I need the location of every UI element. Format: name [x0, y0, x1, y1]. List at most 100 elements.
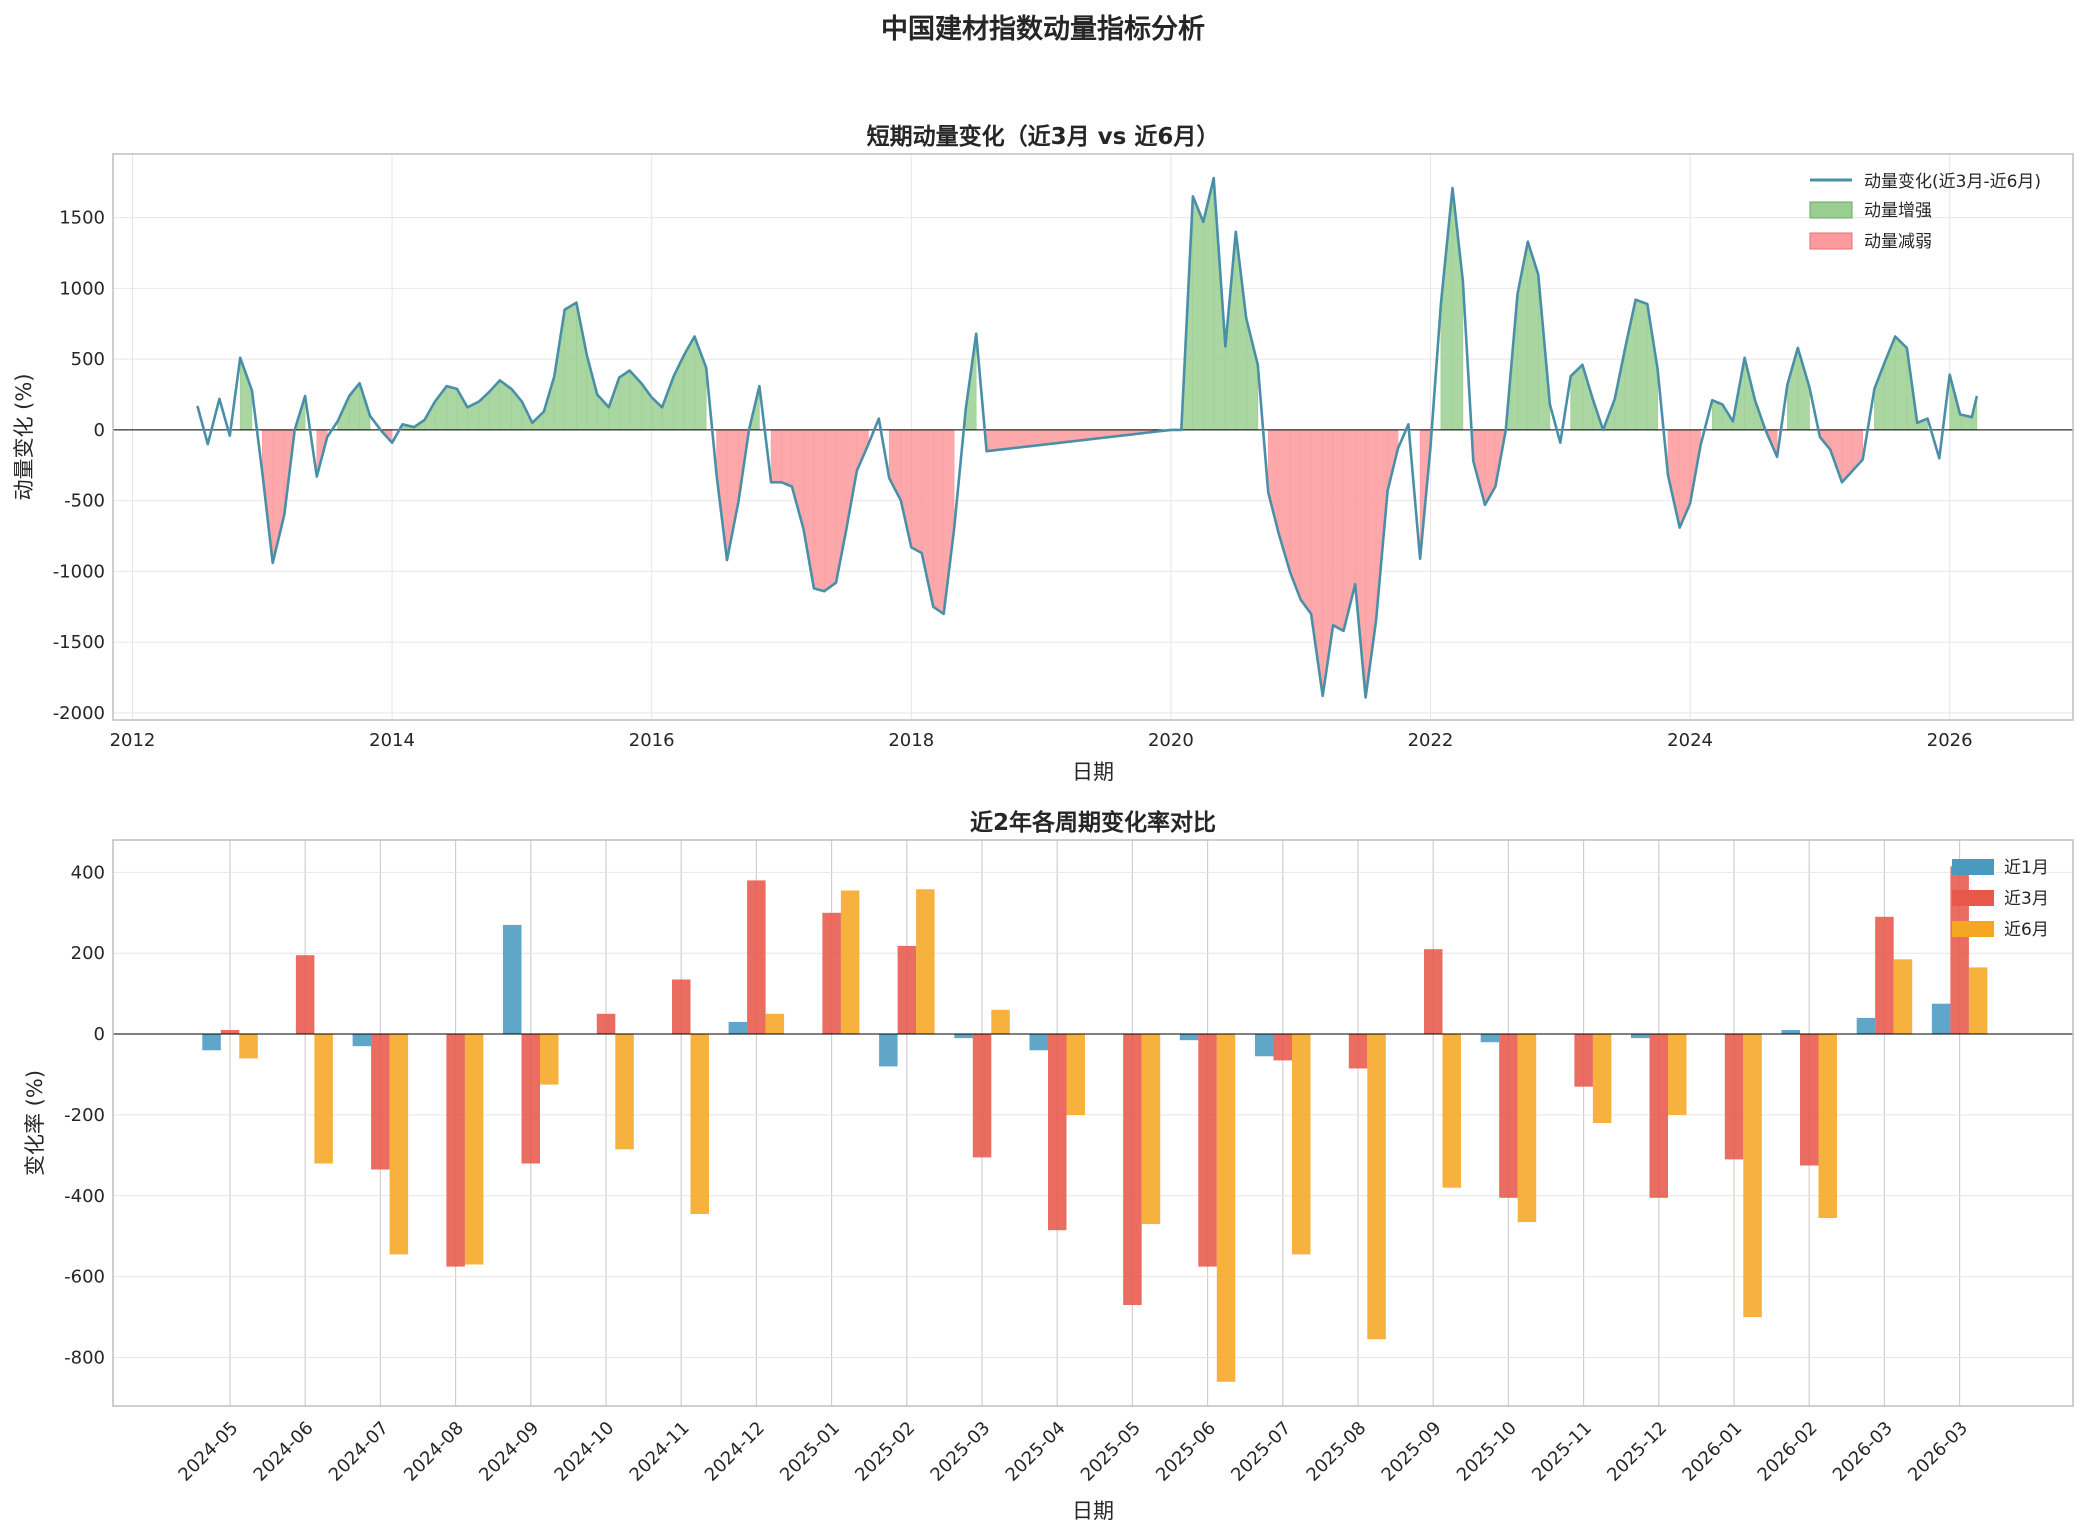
chart2-y-tick-label: -800: [64, 1347, 105, 1368]
bar-m3: [972, 1034, 992, 1158]
chart1-negative-fill: [262, 429, 1863, 698]
bar-m3: [1499, 1034, 1518, 1198]
chart2-x-tick-label: 2024-07: [325, 1418, 393, 1486]
chart2-x-tick-label: 2025-06: [1152, 1418, 1220, 1486]
period-change-bar-chart: 近2年各周期变化率对比 2024-05 2024-06 2024-07 2024-08…: [23, 809, 2074, 1523]
chart2-x-tick-label: 2024-12: [701, 1418, 769, 1486]
bar-m3: [371, 1034, 390, 1170]
chart1-positive-fill: [239, 178, 1978, 431]
bar-m1: [879, 1034, 898, 1067]
legend-pos-label: 动量增强: [1864, 201, 1932, 221]
legend-pos-swatch: [1809, 201, 1853, 219]
bar-m6: [1743, 1034, 1762, 1318]
bar-m1: [1255, 1034, 1274, 1057]
bar-m6: [1968, 967, 1988, 1035]
bar-m1: [1931, 1003, 1951, 1034]
bar-m1: [1781, 1030, 1800, 1034]
bar-m3: [1649, 1034, 1668, 1198]
bar-m3: [1123, 1034, 1142, 1305]
chart2-x-tick-label: 2024-09: [475, 1418, 543, 1486]
chart2-x-tick-label: 2025-08: [1302, 1418, 1370, 1486]
bar-m3: [295, 955, 315, 1034]
bar-m1: [728, 1021, 748, 1034]
legend-neg-swatch: [1809, 232, 1853, 250]
bar-m1: [1029, 1034, 1048, 1051]
bar-m3: [1048, 1034, 1067, 1231]
bar-m6: [1592, 1034, 1612, 1123]
bar-m3: [1724, 1034, 1744, 1160]
chart2-x-tick-label: 2026-02: [1754, 1418, 1822, 1486]
chart2-frame: [112, 839, 2074, 1407]
chart1-y-tick-label: -1500: [53, 632, 105, 653]
bar-m6: [840, 890, 860, 1034]
chart1-y-tick-label: -2000: [53, 703, 105, 724]
bar-m3: [1348, 1034, 1368, 1069]
figure-title: 中国建材指数动量指标分析: [881, 14, 1205, 45]
bar-m6: [991, 1009, 1010, 1035]
bar-m6: [1141, 1034, 1161, 1225]
chart1-y-tick-label: 1000: [59, 278, 105, 299]
bar-m3: [897, 945, 917, 1034]
bar-m6: [1442, 1034, 1461, 1188]
chart2-x-tick-label: 2025-05: [1077, 1418, 1145, 1486]
chart2-x-tick-label: 2025-10: [1453, 1418, 1521, 1486]
legend-m1-swatch: [1952, 859, 1994, 875]
chart2-x-tick-label: 2025-12: [1603, 1418, 1671, 1486]
bar-m1: [202, 1034, 221, 1051]
momentum-change-line: [196, 176, 1979, 699]
chart2-y-tick-label: 200: [71, 943, 105, 964]
chart1-y-label: 动量变化 (%): [12, 373, 36, 500]
chart2-x-tick-label: 2025-07: [1227, 1418, 1295, 1486]
bar-m6: [1216, 1034, 1236, 1382]
chart2-x-tick-label: 2026-03: [1829, 1418, 1897, 1486]
bar-m1: [1631, 1034, 1650, 1039]
momentum-line-chart: 短期动量变化（近3月 vs 近6月） 2012 2014 2016 2018 2020 2…: [12, 123, 2074, 784]
bar-m3: [1875, 916, 1894, 1034]
bar-m6: [1367, 1034, 1386, 1340]
bar-m6: [464, 1034, 484, 1265]
chart1-y-tick-label: 500: [71, 349, 105, 370]
chart2-x-ticks: 2024-05 2024-06 2024-07 2024-08 2024-09 2024-…: [174, 1418, 1972, 1486]
chart1-x-tick-label: 2022: [1408, 730, 1454, 751]
bar-m6: [239, 1034, 258, 1059]
chart1-x-tick-label: 2014: [369, 730, 415, 751]
bar-m6: [615, 1034, 634, 1150]
chart2-x-label: 日期: [1072, 1499, 1114, 1523]
chart2-x-tick-label: 2025-04: [1002, 1418, 1070, 1486]
bar-m6: [314, 1034, 333, 1164]
bar-m1: [352, 1034, 372, 1047]
chart2-y-tick-label: 0: [94, 1024, 105, 1045]
chart2-y-tick-label: -600: [64, 1267, 105, 1288]
bar-m6: [1818, 1034, 1837, 1218]
chart2-bars: [202, 866, 1988, 1382]
chart2-x-tick-label: 2024-08: [400, 1418, 468, 1486]
bar-m3: [1273, 1034, 1292, 1061]
legend-line-label: 动量变化(近3月-近6月): [1864, 172, 2041, 192]
chart1-x-tick-label: 2026: [1927, 730, 1973, 751]
bar-m1: [503, 924, 522, 1035]
chart1-x-tick-label: 2012: [110, 730, 156, 751]
bar-m3: [1950, 866, 1969, 1035]
chart2-y-ticks: -800 -600 -400 -200 0 200 400: [64, 862, 105, 1368]
chart1-y-ticks: -2000 -1500 -1000 -500 0 500 1000 1500: [53, 208, 105, 724]
bar-m6: [1066, 1034, 1085, 1115]
chart2-x-tick-label: 2024-06: [250, 1418, 318, 1486]
bar-m3: [596, 1013, 616, 1034]
chart1-x-tick-label: 2020: [1148, 730, 1194, 751]
chart1-y-tick-label: -500: [64, 491, 105, 512]
bar-m6: [1292, 1034, 1311, 1255]
bar-m3: [521, 1034, 540, 1164]
chart2-x-tick-label: 2024-11: [626, 1418, 694, 1486]
bar-m3: [220, 1030, 240, 1034]
bar-m6: [916, 889, 935, 1034]
bar-m3: [1198, 1034, 1217, 1267]
chart2-x-tick-label: 2025-11: [1528, 1418, 1596, 1486]
bar-m6: [1668, 1034, 1687, 1115]
bar-m6: [1517, 1034, 1537, 1223]
bar-m3: [1424, 949, 1443, 1035]
chart1-x-tick-label: 2018: [888, 730, 934, 751]
chart2-x-tick-label: 2025-03: [926, 1418, 994, 1486]
bar-m1: [1856, 1017, 1876, 1035]
chart2-y-tick-label: 400: [71, 862, 105, 883]
